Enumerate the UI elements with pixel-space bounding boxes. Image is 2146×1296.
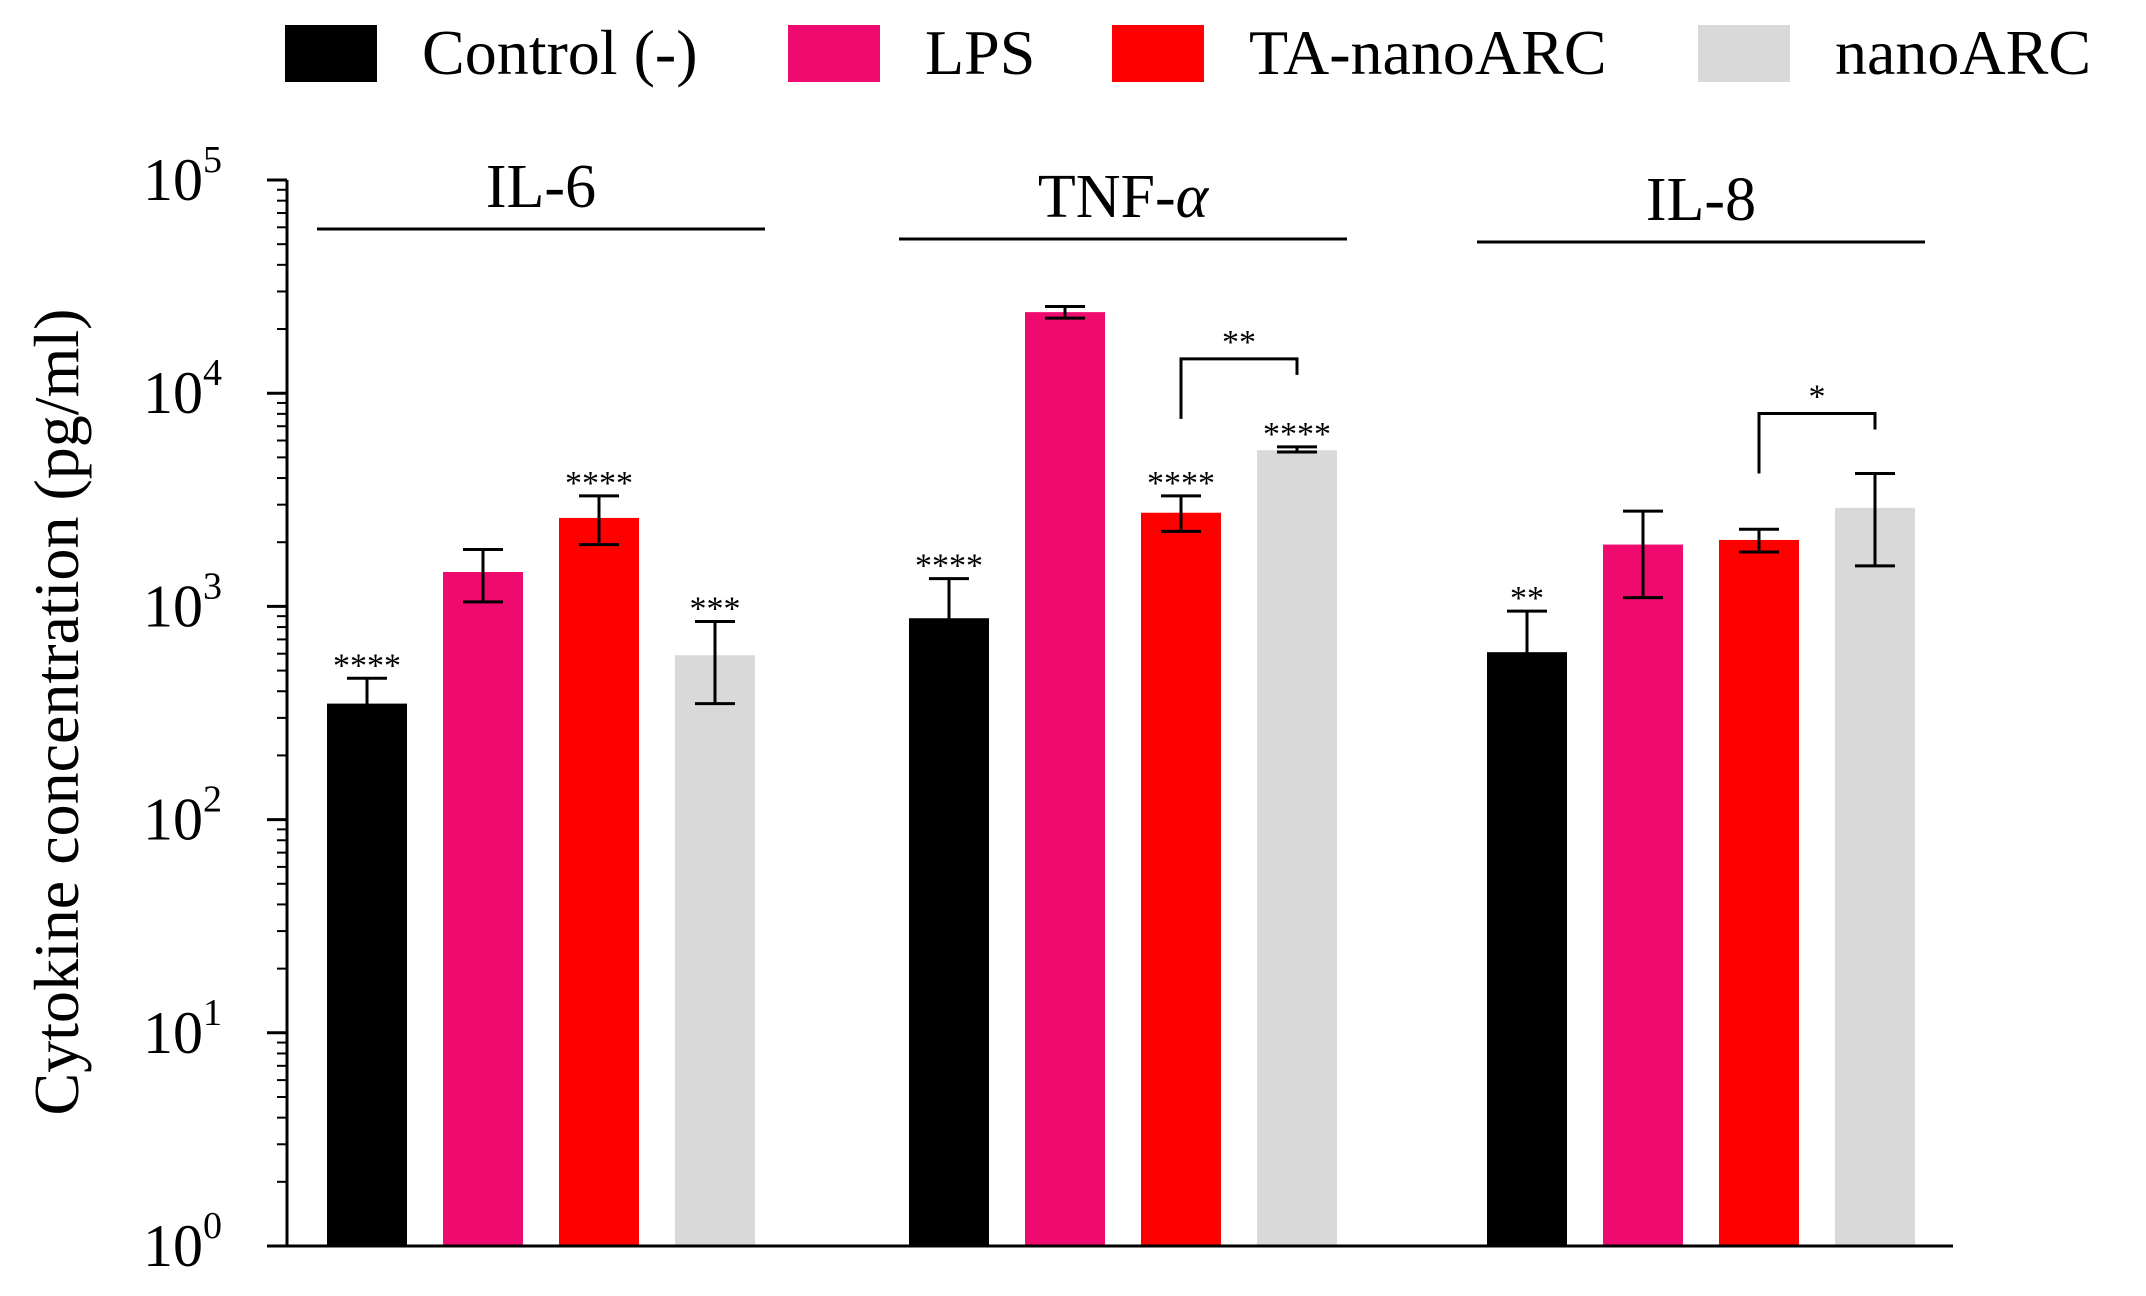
bar bbox=[909, 618, 989, 1246]
bars bbox=[327, 312, 1915, 1246]
y-tick-label: 103 bbox=[143, 565, 222, 639]
y-tick-label: 102 bbox=[143, 779, 222, 853]
legend-swatch bbox=[1112, 25, 1204, 82]
y-axis: 100 101 102 103 104 105 bbox=[143, 139, 289, 1279]
bar bbox=[675, 655, 755, 1246]
y-tick-label: 100 bbox=[143, 1205, 222, 1279]
comparison-bracket bbox=[1179, 357, 1299, 419]
bar bbox=[1141, 512, 1221, 1246]
significance-label: **** bbox=[333, 647, 401, 684]
bar bbox=[559, 517, 639, 1246]
legend-swatch bbox=[285, 25, 377, 82]
comparison-label: ** bbox=[1222, 324, 1256, 361]
y-tick-label: 104 bbox=[143, 352, 222, 426]
legend-label: nanoARC bbox=[1835, 17, 2091, 88]
bar bbox=[1025, 312, 1105, 1246]
legend-swatch bbox=[1698, 25, 1790, 82]
significance-label: **** bbox=[565, 465, 633, 502]
bar bbox=[327, 703, 407, 1246]
legend-label: TA-nanoARC bbox=[1249, 17, 1607, 88]
legend-swatch bbox=[788, 25, 880, 82]
bar bbox=[443, 571, 523, 1246]
y-axis-title-group: Cytokine concentration (pg/ml) bbox=[21, 309, 92, 1116]
legend-label: LPS bbox=[925, 17, 1035, 88]
bar bbox=[1257, 450, 1337, 1246]
group-label: IL-8 bbox=[1646, 166, 1756, 234]
y-axis-title: Cytokine concentration (pg/ml) bbox=[21, 309, 92, 1116]
significance-label: **** bbox=[1263, 416, 1331, 453]
group-label: TNF-α bbox=[1038, 163, 1210, 231]
group-headers: IL-6 TNF-α IL-8 bbox=[317, 153, 1925, 244]
bar bbox=[1835, 507, 1915, 1246]
y-tick-label: 105 bbox=[143, 139, 222, 213]
significance-label: **** bbox=[915, 548, 983, 585]
legend: Control (-) LPS TA-nanoARC nanoARC bbox=[285, 17, 2091, 88]
significance-labels: **************************** bbox=[333, 324, 1877, 684]
bar bbox=[1603, 544, 1683, 1246]
error-bars bbox=[347, 305, 1895, 733]
comparison-label: * bbox=[1809, 379, 1826, 416]
bar bbox=[1487, 652, 1567, 1246]
significance-label: *** bbox=[690, 590, 741, 627]
legend-label: Control (-) bbox=[422, 17, 698, 88]
y-tick-label: 101 bbox=[143, 992, 222, 1066]
significance-label: **** bbox=[1147, 465, 1215, 502]
significance-label: ** bbox=[1510, 580, 1544, 617]
bar bbox=[1719, 539, 1799, 1246]
group-label: IL-6 bbox=[486, 153, 596, 221]
comparison-bracket bbox=[1757, 412, 1877, 474]
